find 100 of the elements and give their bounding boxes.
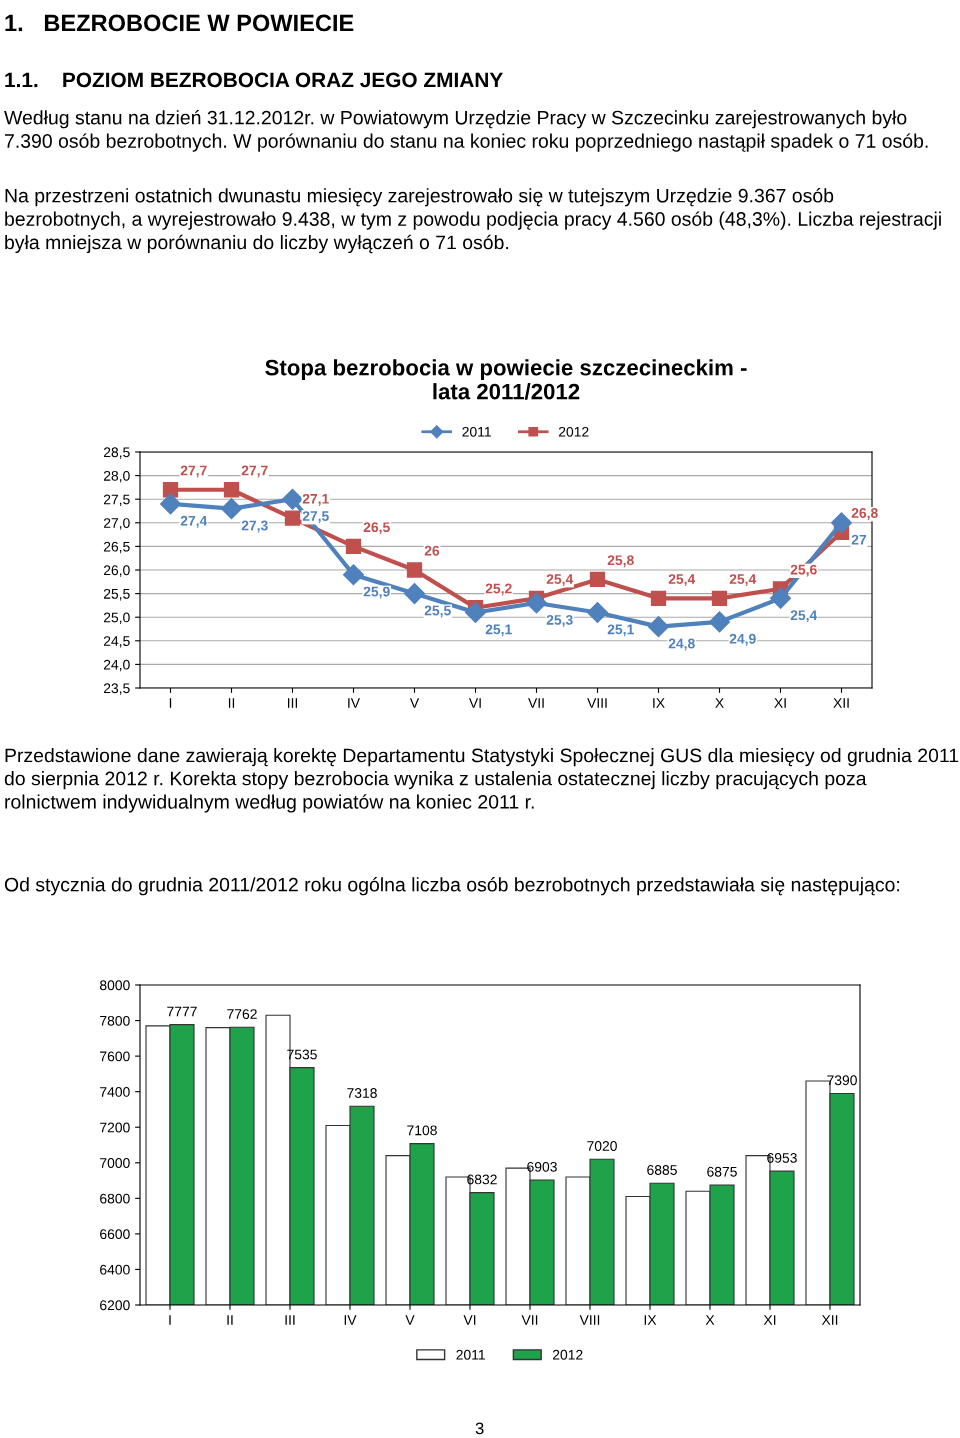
legend-label: 2011 bbox=[462, 426, 491, 437]
y-tick-label: 27,5 bbox=[103, 494, 130, 507]
legend-label: 2012 bbox=[552, 1349, 583, 1360]
y-tick-label: 7200 bbox=[100, 1122, 130, 1133]
point bbox=[159, 493, 182, 515]
data-label: 25,4 bbox=[790, 610, 818, 623]
x-tick-label: VI bbox=[463, 1315, 476, 1325]
data-label: 7390 bbox=[827, 1075, 857, 1086]
text: Przedstawione dane zawierają korektę Departamentu Statystyki Społecznej GUS dla miesięcy od grudnia 2011 do sierpnia 2012 r. Korekta stopy bezrobocia wynika z ustalenia ostatecznej liczby pracujących poza rolnictwem indywidualnym według powiatów na koniec 2011 r. bbox=[4, 748, 959, 813]
y-tick-label: 23,5 bbox=[103, 683, 130, 695]
data-label: 7108 bbox=[407, 1125, 437, 1136]
y-tick-label: 25,0 bbox=[103, 612, 130, 625]
point bbox=[711, 590, 728, 606]
x-tick-label: IX bbox=[653, 698, 665, 708]
y-tick-label: 8000 bbox=[99, 980, 130, 991]
x-tick-label: VIII bbox=[587, 698, 607, 708]
text: 3 bbox=[475, 1422, 484, 1435]
x-tick-label: IV bbox=[344, 1315, 357, 1325]
legend-label: 2012 bbox=[558, 426, 589, 437]
y-tick-label: 6600 bbox=[100, 1229, 130, 1240]
y-tick-label: 6200 bbox=[100, 1300, 130, 1311]
data-label: 25,4 bbox=[546, 574, 574, 587]
x-tick-label: III bbox=[287, 698, 298, 708]
data-label: 25,1 bbox=[607, 624, 634, 637]
x-tick-label: VIII bbox=[579, 1315, 600, 1325]
point bbox=[403, 583, 426, 605]
data-label: 27,7 bbox=[180, 465, 207, 478]
x-tick-label: IV bbox=[348, 698, 360, 708]
point bbox=[220, 498, 243, 520]
x-tick-label: V bbox=[409, 698, 420, 708]
data-label: 26 bbox=[424, 545, 440, 556]
point bbox=[589, 571, 606, 588]
x-tick-label: II bbox=[227, 1315, 233, 1325]
data-label: 6953 bbox=[767, 1153, 797, 1163]
point bbox=[281, 488, 304, 510]
text: 1.1. POZIOM BEZROBOCIA ORAZ JEGO ZMIANY bbox=[5, 72, 503, 88]
y-tick-label: 28,0 bbox=[103, 470, 130, 483]
y-tick-label: 6800 bbox=[100, 1193, 130, 1204]
data-label: 25,5 bbox=[424, 605, 451, 618]
data-label: 27,7 bbox=[241, 465, 268, 478]
data-label: 25,4 bbox=[668, 574, 696, 587]
x-tick-label: VII bbox=[521, 1315, 538, 1325]
text: Od stycznia do grudnia 2011/2012 roku ogólna liczba osób bezrobotnych przedstawiała się następująco: bbox=[4, 877, 900, 896]
data-label: 7020 bbox=[587, 1141, 617, 1151]
x-tick-label: XII bbox=[821, 1315, 838, 1325]
text: Na przestrzeni ostatnich dwunastu miesięcy zarejestrowało się w tutejszym Urzędzie 9.367 osób bezrobotnych, a wyrejestrowało 9.438, w tym z powodu podjęcia pracy 4.560 osób (48,3%). Liczba rejestracji była mniejsza w porównaniu do liczby wyłączeń o 71 osób. bbox=[5, 188, 941, 254]
y-tick-label: 6400 bbox=[100, 1264, 130, 1275]
point bbox=[769, 587, 792, 609]
point bbox=[345, 538, 362, 555]
data-label: 25,9 bbox=[363, 586, 390, 599]
data-label: 27,1 bbox=[302, 493, 329, 506]
point bbox=[650, 590, 667, 606]
data-label: 25,1 bbox=[485, 624, 512, 637]
text: Według stanu na dzień 31.12.2012r. w Powiatowym Urzędzie Pracy w Szczecinku zarejestrowanych było 7.390 osób bezrobotnych. W porównaniu do stanu na koniec roku poprzedniego nastąpił spadek o 71 osób. bbox=[4, 110, 928, 152]
point bbox=[342, 564, 365, 586]
point bbox=[647, 616, 670, 638]
x-tick-label: II bbox=[228, 698, 235, 708]
y-tick-label: 24,0 bbox=[103, 659, 130, 672]
point bbox=[708, 611, 731, 633]
point bbox=[586, 601, 609, 623]
data-label: 7762 bbox=[227, 1009, 257, 1020]
data-label: 7777 bbox=[167, 1006, 197, 1017]
data-label: 25,8 bbox=[607, 555, 634, 568]
data-label: 6875 bbox=[707, 1166, 737, 1177]
text: 1. BEZROBOCIE W POWIECIE bbox=[5, 14, 354, 32]
data-label: 7318 bbox=[347, 1088, 377, 1098]
data-label: 25,4 bbox=[729, 574, 757, 587]
y-tick-label: 26,5 bbox=[103, 541, 130, 554]
data-label: 25,3 bbox=[546, 614, 573, 627]
point bbox=[223, 482, 240, 498]
y-tick-label: 25,5 bbox=[103, 588, 130, 601]
data-label: 26,5 bbox=[363, 522, 390, 535]
x-tick-label: XI bbox=[763, 1315, 776, 1325]
point bbox=[284, 510, 301, 526]
data-label: 27,4 bbox=[180, 515, 208, 528]
data-label: 7535 bbox=[287, 1049, 317, 1060]
data-label: 6903 bbox=[527, 1161, 557, 1172]
x-tick-label: X bbox=[715, 698, 724, 708]
y-tick-label: 7400 bbox=[100, 1087, 130, 1097]
chart-title: Stopa bezrobocia w powiecie szczecineckim - lata 2011/2012 bbox=[265, 359, 747, 400]
data-label: 27,5 bbox=[302, 511, 329, 523]
data-label: 25,6 bbox=[790, 564, 817, 577]
point bbox=[406, 562, 423, 578]
y-tick-label: 27,0 bbox=[103, 518, 130, 530]
y-tick-label: 24,5 bbox=[103, 636, 130, 648]
data-label: 27,3 bbox=[241, 520, 268, 533]
data-label: 6885 bbox=[647, 1165, 677, 1175]
y-tick-label: 7800 bbox=[100, 1015, 130, 1026]
y-tick-label: 7600 bbox=[100, 1051, 130, 1062]
x-tick-label: IX bbox=[644, 1315, 657, 1325]
x-tick-label: XI bbox=[774, 698, 786, 708]
point bbox=[525, 592, 548, 614]
legend-label: 2011 bbox=[456, 1349, 485, 1360]
x-tick-label: X bbox=[705, 1315, 715, 1325]
data-label: 27 bbox=[851, 534, 867, 545]
y-tick-label: 26,0 bbox=[103, 565, 130, 577]
point bbox=[464, 601, 487, 623]
data-label: 6832 bbox=[467, 1174, 497, 1185]
data-label: 25,2 bbox=[485, 583, 512, 596]
x-tick-label: I bbox=[169, 698, 172, 708]
